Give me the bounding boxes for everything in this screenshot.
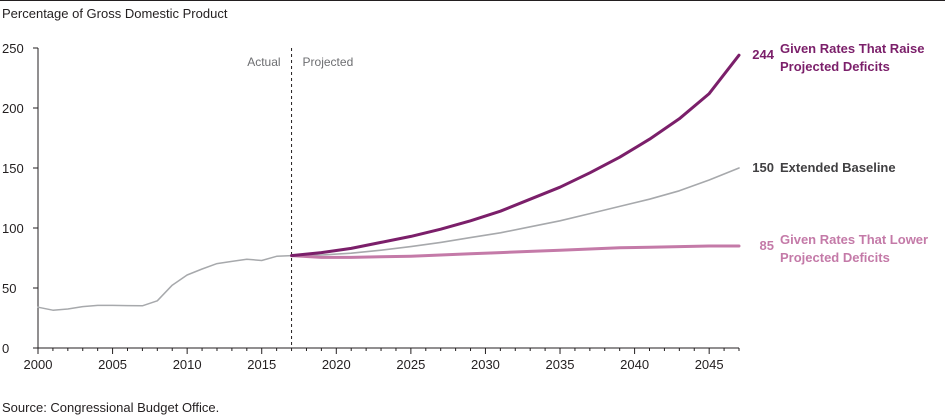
series-line-baseline [290, 167, 740, 257]
projected-label: Projected [303, 55, 354, 69]
y-tick-label: 100 [2, 221, 24, 236]
x-tick-label: 2020 [322, 357, 351, 372]
x-tick-label: 2035 [546, 357, 575, 372]
y-tick-label: 200 [2, 101, 24, 116]
y-tick-label: 250 [2, 41, 24, 56]
series-label-baseline: Extended Baseline [780, 160, 896, 175]
top-rule [0, 0, 945, 1]
x-tick-label: 2025 [396, 357, 425, 372]
y-tick-label: 50 [2, 281, 16, 296]
source-note: Source: Congressional Budget Office. [2, 400, 220, 415]
x-tick-label: 2030 [471, 357, 500, 372]
end-value-baseline: 150 [752, 160, 774, 175]
x-tick-label: 2005 [98, 357, 127, 372]
x-tick-label: 2045 [695, 357, 724, 372]
series-label-raise: Given Rates That Raise [780, 41, 925, 56]
y-tick-label: 150 [2, 161, 24, 176]
end-value-lower: 85 [760, 238, 774, 253]
actual-label: Actual [247, 55, 280, 69]
x-tick-label: 2040 [620, 357, 649, 372]
x-tick-label: 2015 [247, 357, 276, 372]
y-axis-title: Percentage of Gross Domestic Product [2, 6, 228, 21]
y-tick-label: 0 [2, 341, 9, 356]
end-value-raise: 244 [752, 47, 774, 62]
series-label-raise: Projected Deficits [780, 59, 890, 74]
x-tick-label: 2010 [173, 357, 202, 372]
x-tick-label: 2000 [24, 357, 53, 372]
series-line-actual [37, 254, 293, 311]
series-line-lower [290, 244, 741, 259]
series-label-lower: Given Rates That Lower [780, 232, 928, 247]
series-line-raise [290, 53, 741, 258]
series-label-lower: Projected Deficits [780, 250, 890, 265]
